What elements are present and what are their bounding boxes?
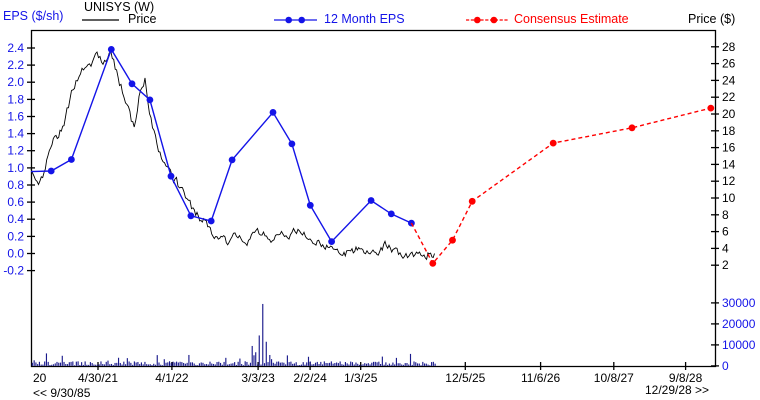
svg-text:20: 20 [722,107,736,121]
svg-text:20000: 20000 [722,317,756,331]
svg-text:0: 0 [722,359,729,373]
svg-text:6: 6 [722,225,729,239]
svg-text:<< 9/30/85: << 9/30/85 [33,386,91,400]
svg-text:11/6/26: 11/6/26 [521,371,560,385]
svg-text:2.2: 2.2 [7,58,24,72]
svg-text:1.2: 1.2 [7,144,24,158]
svg-text:4/30/21: 4/30/21 [78,371,118,385]
svg-text:12 Month EPS: 12 Month EPS [324,12,405,26]
svg-text:0.8: 0.8 [7,178,24,192]
svg-text:12/29/28 >>: 12/29/28 >> [645,383,709,397]
svg-text:0.0: 0.0 [7,247,24,261]
svg-text:14: 14 [722,157,736,171]
svg-text:10/8/27: 10/8/27 [594,371,634,385]
svg-text:2.4: 2.4 [7,41,24,55]
svg-text:0.6: 0.6 [7,195,24,209]
svg-text:-0.2: -0.2 [3,264,24,278]
svg-text:1.8: 1.8 [7,92,24,106]
svg-text:EPS ($/sh): EPS ($/sh) [3,9,63,23]
svg-text:4/1/22: 4/1/22 [155,371,189,385]
svg-text:16: 16 [722,141,736,155]
svg-text:3/3/23: 3/3/23 [241,371,275,385]
svg-text:1/3/25: 1/3/25 [344,371,378,385]
svg-text:1.0: 1.0 [7,161,24,175]
svg-text:28: 28 [722,40,736,54]
svg-text:20: 20 [33,371,47,385]
svg-text:2: 2 [722,258,729,272]
svg-text:Consensus Estimate: Consensus Estimate [514,12,629,26]
svg-text:12: 12 [722,174,736,188]
svg-text:26: 26 [722,57,736,71]
svg-text:24: 24 [722,73,736,87]
svg-text:30000: 30000 [722,296,756,310]
svg-text:4: 4 [722,241,729,255]
svg-text:10000: 10000 [722,338,756,352]
svg-text:2/2/24: 2/2/24 [293,371,327,385]
svg-text:10: 10 [722,191,736,205]
svg-text:0.2: 0.2 [7,229,24,243]
svg-text:0.4: 0.4 [7,212,24,226]
svg-text:Price: Price [128,12,157,26]
svg-text:22: 22 [722,90,736,104]
svg-text:8: 8 [722,208,729,222]
svg-text:2.0: 2.0 [7,75,24,89]
svg-text:18: 18 [722,124,736,138]
svg-text:12/5/25: 12/5/25 [445,371,485,385]
svg-text:1.4: 1.4 [7,127,24,141]
svg-text:Price ($): Price ($) [688,12,735,26]
svg-text:1.6: 1.6 [7,110,24,124]
